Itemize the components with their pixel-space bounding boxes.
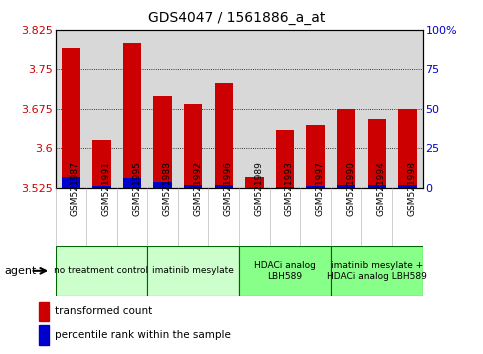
Text: GSM521997: GSM521997 xyxy=(315,161,325,216)
Text: GSM521987: GSM521987 xyxy=(71,161,80,216)
Bar xyxy=(368,119,386,188)
Text: GSM521992: GSM521992 xyxy=(193,161,202,216)
Text: GSM521994: GSM521994 xyxy=(377,161,386,216)
Bar xyxy=(337,185,355,188)
Bar xyxy=(56,246,147,296)
Bar xyxy=(214,185,233,188)
Text: HDACi analog
LBH589: HDACi analog LBH589 xyxy=(254,261,316,280)
Text: imatinib mesylate: imatinib mesylate xyxy=(152,266,234,275)
Text: GSM521990: GSM521990 xyxy=(346,161,355,216)
Bar xyxy=(154,182,172,188)
Text: GSM521993: GSM521993 xyxy=(285,161,294,216)
Bar xyxy=(398,185,416,188)
Bar xyxy=(276,187,294,188)
Bar xyxy=(39,325,49,344)
Bar xyxy=(123,178,141,188)
Bar xyxy=(154,96,172,188)
Bar xyxy=(123,43,141,188)
Text: transformed count: transformed count xyxy=(55,306,152,316)
Bar xyxy=(147,246,239,296)
Bar xyxy=(337,109,355,188)
Bar xyxy=(306,186,325,188)
Bar xyxy=(62,177,80,188)
Bar xyxy=(368,185,386,188)
Text: GSM521991: GSM521991 xyxy=(101,161,111,216)
Text: agent: agent xyxy=(5,266,37,276)
Bar xyxy=(184,185,202,188)
Bar xyxy=(214,82,233,188)
Text: GDS4047 / 1561886_a_at: GDS4047 / 1561886_a_at xyxy=(148,11,326,25)
Text: GSM521996: GSM521996 xyxy=(224,161,233,216)
Text: GSM521988: GSM521988 xyxy=(163,161,171,216)
Text: no treatment control: no treatment control xyxy=(55,266,148,275)
Bar xyxy=(92,186,111,188)
Bar xyxy=(39,302,49,321)
Bar xyxy=(331,246,423,296)
Bar xyxy=(239,246,331,296)
Bar xyxy=(245,177,264,188)
Text: percentile rank within the sample: percentile rank within the sample xyxy=(55,330,231,340)
Bar xyxy=(398,109,416,188)
Text: GSM521995: GSM521995 xyxy=(132,161,141,216)
Text: GSM521989: GSM521989 xyxy=(255,161,263,216)
Bar xyxy=(184,104,202,188)
Bar xyxy=(62,48,80,188)
Bar xyxy=(92,140,111,188)
Text: imatinib mesylate +
HDACi analog LBH589: imatinib mesylate + HDACi analog LBH589 xyxy=(327,261,426,280)
Bar xyxy=(276,130,294,188)
Text: GSM521998: GSM521998 xyxy=(407,161,416,216)
Bar xyxy=(306,125,325,188)
